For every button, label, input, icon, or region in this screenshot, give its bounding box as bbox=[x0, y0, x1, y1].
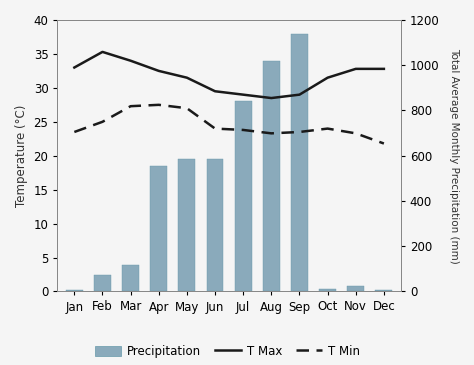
Legend: Precipitation, T Max, T Min: Precipitation, T Max, T Min bbox=[90, 340, 365, 363]
Bar bbox=[263, 61, 280, 292]
Bar bbox=[347, 286, 364, 292]
Bar bbox=[122, 265, 139, 292]
Bar bbox=[235, 101, 252, 292]
Bar bbox=[291, 34, 308, 292]
Bar bbox=[94, 274, 111, 292]
Bar bbox=[319, 289, 336, 292]
Bar bbox=[179, 159, 195, 292]
Bar bbox=[66, 290, 83, 292]
Bar bbox=[207, 159, 223, 292]
Bar bbox=[375, 290, 392, 292]
Bar bbox=[150, 166, 167, 292]
Y-axis label: Total Average Monthly Precipitation (mm): Total Average Monthly Precipitation (mm) bbox=[449, 48, 459, 264]
Y-axis label: Temperature (°C): Temperature (°C) bbox=[15, 104, 28, 207]
